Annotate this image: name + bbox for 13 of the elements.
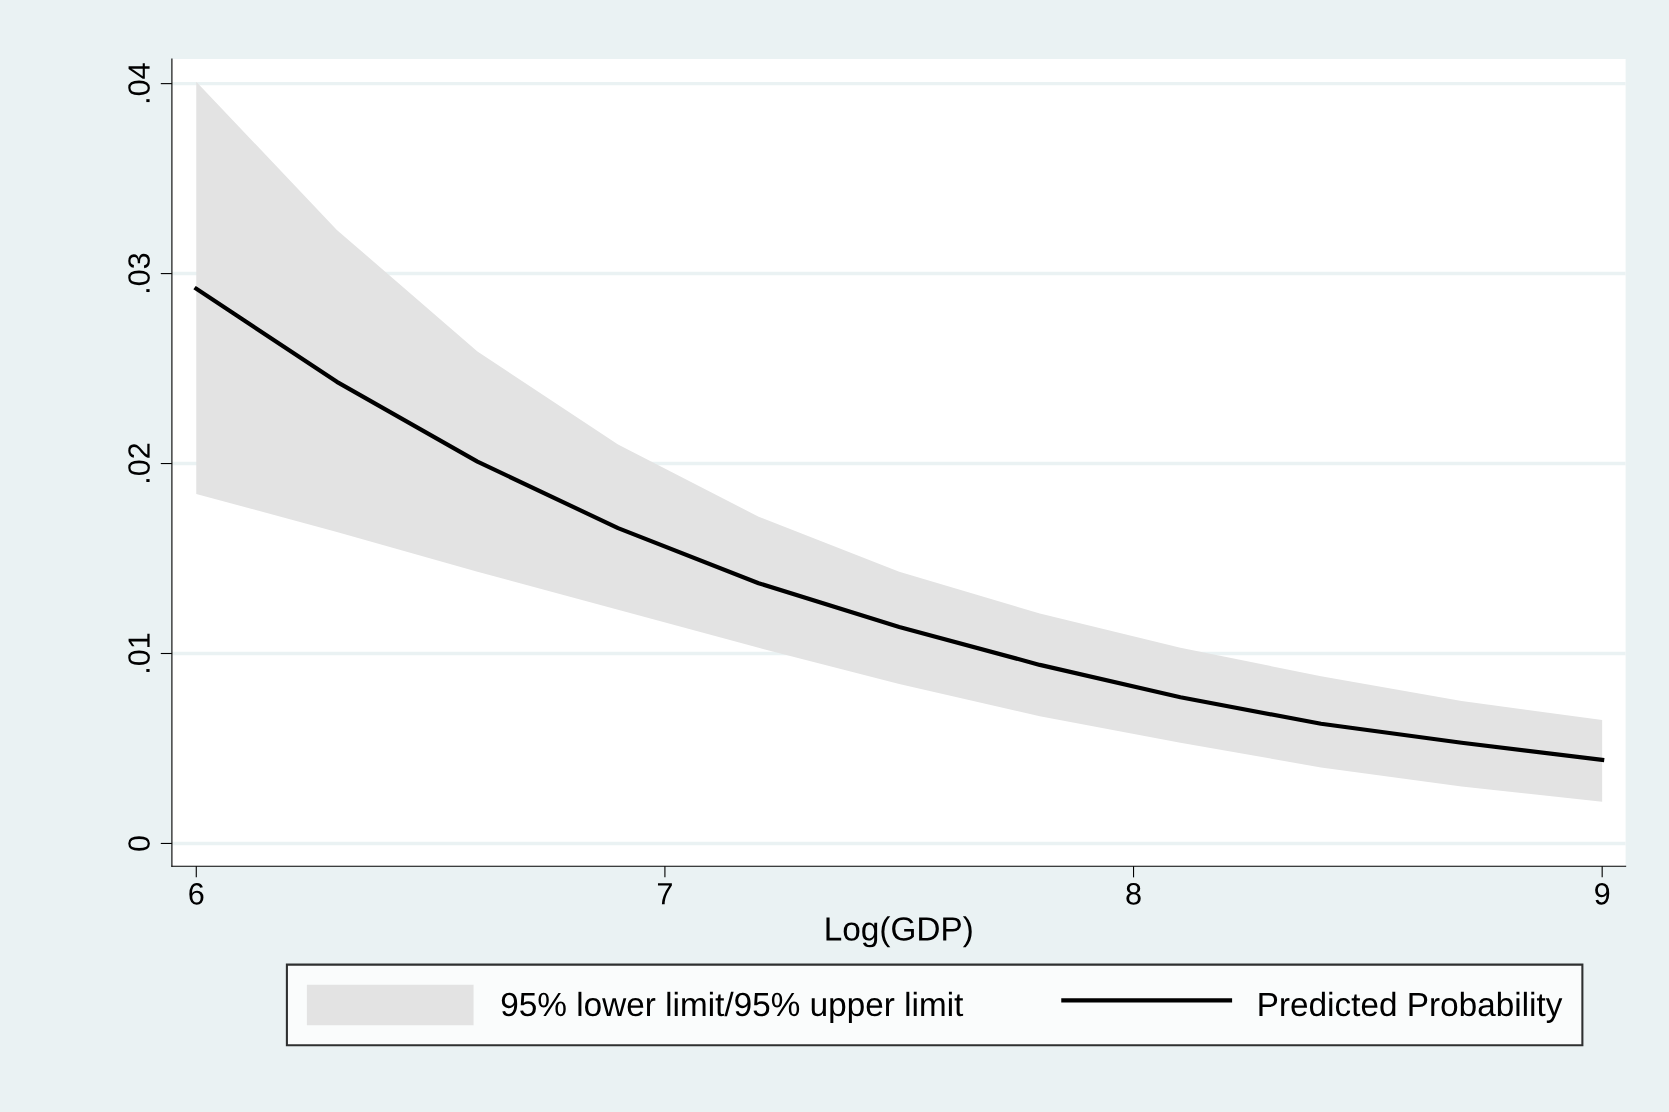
x-tick-label: 8 [1126, 883, 1141, 905]
x-tick-label: 6 [189, 883, 204, 905]
y-tick-label: 0 [128, 836, 150, 851]
line-series [194, 286, 1605, 762]
x-axis-title: Log(GDP) [826, 916, 972, 948]
y-tick-label: .01 [128, 633, 150, 672]
y-tick-label: .04 [128, 63, 150, 103]
x-tick-label: 9 [1595, 883, 1610, 905]
x-tick-label: 7 [657, 883, 672, 905]
y-tick-label: .03 [128, 253, 150, 293]
y-tick-label: .02 [128, 443, 150, 482]
text: 95% lower limit/95% upper limit [501, 991, 964, 1023]
text: Predicted Probability [1259, 991, 1563, 1023]
